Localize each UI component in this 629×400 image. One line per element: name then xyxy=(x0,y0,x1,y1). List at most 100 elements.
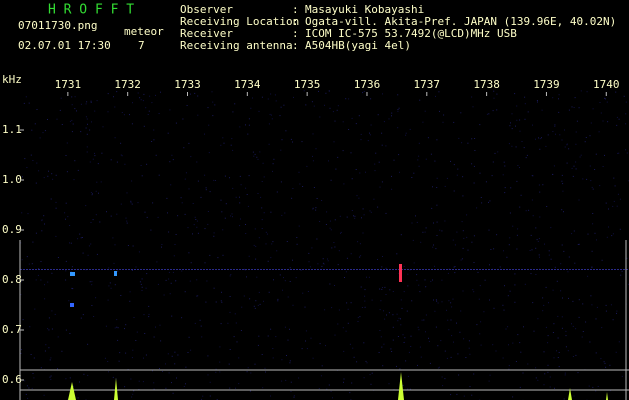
carrier-dot xyxy=(443,269,445,270)
noise-dot xyxy=(545,326,547,328)
noise-dot xyxy=(605,202,607,204)
noise-dot xyxy=(35,182,37,184)
noise-dot xyxy=(547,342,549,344)
noise-dot xyxy=(618,341,620,343)
noise-dot xyxy=(391,351,393,352)
noise-dot xyxy=(605,366,607,368)
noise-dot xyxy=(613,200,615,202)
noise-dot xyxy=(412,239,414,241)
noise-dot xyxy=(559,134,561,136)
noise-dot xyxy=(413,262,415,264)
carrier-dot xyxy=(491,269,493,270)
noise-dot xyxy=(65,378,67,380)
carrier-dot xyxy=(113,269,115,270)
info-separator: : xyxy=(292,3,299,16)
carrier-dot xyxy=(101,269,103,270)
noise-dot xyxy=(318,388,320,389)
noise-dot xyxy=(132,349,134,351)
noise-dot xyxy=(508,244,510,246)
noise-dot xyxy=(418,155,420,157)
carrier-dot xyxy=(131,269,133,270)
noise-dot xyxy=(381,346,383,348)
noise-dot xyxy=(90,192,92,194)
noise-dot xyxy=(36,162,38,164)
noise-dot xyxy=(235,322,237,324)
carrier-dot xyxy=(608,269,610,270)
noise-dot xyxy=(378,352,380,353)
noise-dot xyxy=(400,318,401,320)
noise-dot xyxy=(137,92,139,94)
carrier-dot xyxy=(74,269,76,270)
noise-dot xyxy=(383,121,385,123)
noise-dot xyxy=(552,289,554,291)
noise-dot xyxy=(44,350,46,352)
noise-dot xyxy=(416,279,418,281)
noise-dot xyxy=(547,364,549,366)
noise-dot xyxy=(568,148,570,150)
noise-dot xyxy=(568,109,570,111)
noise-dot xyxy=(309,266,311,268)
carrier-dot xyxy=(329,269,331,270)
noise-dot xyxy=(230,274,232,276)
noise-dot xyxy=(532,302,534,304)
noise-dot xyxy=(480,197,482,198)
noise-dot xyxy=(229,387,231,389)
noise-dot xyxy=(453,341,454,343)
noise-dot xyxy=(345,271,347,273)
noise-dot xyxy=(184,213,186,215)
noise-dot xyxy=(272,163,274,165)
noise-dot xyxy=(272,241,274,243)
noise-dot xyxy=(379,186,381,188)
noise-dot xyxy=(377,206,379,208)
noise-dot xyxy=(556,350,557,352)
noise-dot xyxy=(138,380,140,382)
noise-dot xyxy=(199,319,201,321)
noise-dot xyxy=(82,252,84,254)
noise-dot xyxy=(165,387,167,389)
noise-dot xyxy=(554,124,556,126)
noise-dot xyxy=(365,360,367,362)
carrier-dot xyxy=(509,269,511,270)
carrier-dot xyxy=(116,269,118,270)
noise-dot xyxy=(453,164,455,166)
carrier-dot xyxy=(476,269,478,270)
noise-dot xyxy=(141,175,143,177)
noise-dot xyxy=(293,396,295,398)
noise-dot xyxy=(575,131,577,133)
noise-dot xyxy=(520,194,522,196)
noise-dot xyxy=(137,202,139,204)
noise-dot xyxy=(564,146,566,148)
carrier-dot xyxy=(572,269,574,270)
noise-dot xyxy=(460,310,462,312)
noise-dot xyxy=(405,132,407,134)
noise-dot xyxy=(161,244,163,245)
carrier-dot xyxy=(437,269,439,270)
noise-dot xyxy=(80,317,82,319)
noise-dot xyxy=(131,396,133,398)
noise xyxy=(20,90,629,400)
noise-dot xyxy=(209,191,211,193)
noise-dot xyxy=(148,305,150,307)
noise-dot xyxy=(240,330,242,331)
noise-dot xyxy=(406,310,408,312)
noise-dot xyxy=(143,93,145,95)
noise-dot xyxy=(185,366,187,368)
noise-dot xyxy=(363,91,365,92)
noise-dot xyxy=(113,96,114,98)
noise-dot xyxy=(473,165,475,167)
noise-dot xyxy=(155,94,156,96)
noise-dot xyxy=(229,311,231,313)
noise-dot xyxy=(619,228,621,230)
noise-dot xyxy=(211,91,213,93)
noise-dot xyxy=(48,329,50,331)
noise-dot xyxy=(404,337,406,339)
noise-dot xyxy=(26,167,28,168)
noise-dot xyxy=(101,152,103,154)
noise-dot xyxy=(50,198,52,200)
carrier-dot xyxy=(515,269,517,270)
noise-dot xyxy=(56,118,58,120)
noise-dot xyxy=(261,228,263,229)
noise-dot xyxy=(165,363,166,365)
noise-dot xyxy=(175,280,177,282)
noise-dot xyxy=(407,375,409,377)
